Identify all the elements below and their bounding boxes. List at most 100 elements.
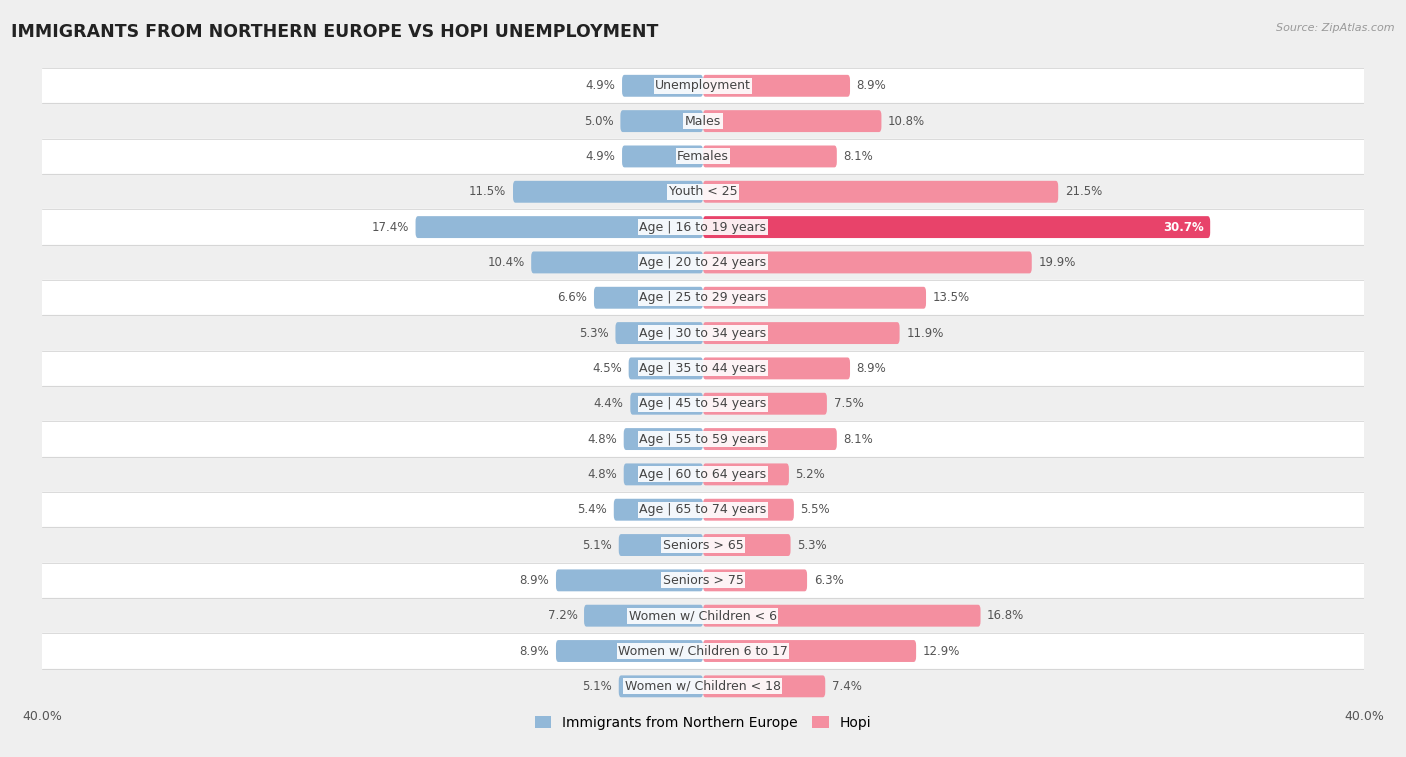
Bar: [42, 562, 1364, 598]
FancyBboxPatch shape: [555, 640, 703, 662]
Text: Women w/ Children 6 to 17: Women w/ Children 6 to 17: [619, 644, 787, 658]
Bar: [42, 174, 1364, 210]
Text: Seniors > 75: Seniors > 75: [662, 574, 744, 587]
FancyBboxPatch shape: [583, 605, 703, 627]
FancyBboxPatch shape: [703, 322, 900, 344]
FancyBboxPatch shape: [416, 217, 703, 238]
Text: 11.9%: 11.9%: [907, 326, 943, 340]
FancyBboxPatch shape: [703, 428, 837, 450]
Text: IMMIGRANTS FROM NORTHERN EUROPE VS HOPI UNEMPLOYMENT: IMMIGRANTS FROM NORTHERN EUROPE VS HOPI …: [11, 23, 658, 41]
Text: Age | 30 to 34 years: Age | 30 to 34 years: [640, 326, 766, 340]
FancyBboxPatch shape: [624, 428, 703, 450]
Text: 4.8%: 4.8%: [588, 468, 617, 481]
FancyBboxPatch shape: [621, 75, 703, 97]
Text: 5.4%: 5.4%: [578, 503, 607, 516]
Text: Age | 55 to 59 years: Age | 55 to 59 years: [640, 432, 766, 446]
FancyBboxPatch shape: [703, 534, 790, 556]
Bar: [42, 598, 1364, 634]
Bar: [42, 210, 1364, 245]
Bar: [42, 139, 1364, 174]
Text: Age | 16 to 19 years: Age | 16 to 19 years: [640, 220, 766, 234]
FancyBboxPatch shape: [630, 393, 703, 415]
Text: Unemployment: Unemployment: [655, 79, 751, 92]
Text: Age | 20 to 24 years: Age | 20 to 24 years: [640, 256, 766, 269]
FancyBboxPatch shape: [555, 569, 703, 591]
Text: Youth < 25: Youth < 25: [669, 185, 737, 198]
Text: 4.8%: 4.8%: [588, 432, 617, 446]
FancyBboxPatch shape: [703, 675, 825, 697]
FancyBboxPatch shape: [703, 287, 927, 309]
Text: Males: Males: [685, 114, 721, 128]
Text: 19.9%: 19.9%: [1039, 256, 1076, 269]
FancyBboxPatch shape: [703, 499, 794, 521]
Text: 8.9%: 8.9%: [856, 79, 886, 92]
Bar: [42, 316, 1364, 350]
Text: 5.1%: 5.1%: [582, 538, 612, 552]
FancyBboxPatch shape: [703, 640, 917, 662]
FancyBboxPatch shape: [703, 251, 1032, 273]
FancyBboxPatch shape: [620, 111, 703, 132]
FancyBboxPatch shape: [624, 463, 703, 485]
Text: 13.5%: 13.5%: [932, 291, 970, 304]
Text: Age | 35 to 44 years: Age | 35 to 44 years: [640, 362, 766, 375]
Text: 8.9%: 8.9%: [520, 644, 550, 658]
FancyBboxPatch shape: [703, 463, 789, 485]
FancyBboxPatch shape: [703, 181, 1059, 203]
Text: 4.9%: 4.9%: [585, 79, 616, 92]
FancyBboxPatch shape: [703, 75, 851, 97]
FancyBboxPatch shape: [619, 534, 703, 556]
Text: Seniors > 65: Seniors > 65: [662, 538, 744, 552]
Text: 30.7%: 30.7%: [1163, 220, 1204, 234]
FancyBboxPatch shape: [513, 181, 703, 203]
Bar: [42, 456, 1364, 492]
Text: 5.0%: 5.0%: [583, 114, 614, 128]
FancyBboxPatch shape: [703, 393, 827, 415]
FancyBboxPatch shape: [614, 499, 703, 521]
Bar: [42, 668, 1364, 704]
Text: 4.5%: 4.5%: [592, 362, 621, 375]
Text: 7.4%: 7.4%: [832, 680, 862, 693]
Text: Females: Females: [678, 150, 728, 163]
Bar: [42, 528, 1364, 562]
Text: 8.9%: 8.9%: [856, 362, 886, 375]
Text: 5.1%: 5.1%: [582, 680, 612, 693]
Text: 16.8%: 16.8%: [987, 609, 1025, 622]
Bar: [42, 634, 1364, 668]
Text: Age | 65 to 74 years: Age | 65 to 74 years: [640, 503, 766, 516]
FancyBboxPatch shape: [703, 111, 882, 132]
Text: 6.6%: 6.6%: [558, 291, 588, 304]
Bar: [42, 245, 1364, 280]
Text: 4.9%: 4.9%: [585, 150, 616, 163]
Text: 8.9%: 8.9%: [520, 574, 550, 587]
FancyBboxPatch shape: [616, 322, 703, 344]
Text: 4.4%: 4.4%: [593, 397, 624, 410]
Text: 10.4%: 10.4%: [488, 256, 524, 269]
Text: Women w/ Children < 6: Women w/ Children < 6: [628, 609, 778, 622]
Bar: [42, 104, 1364, 139]
Text: 5.2%: 5.2%: [796, 468, 825, 481]
Text: 12.9%: 12.9%: [922, 644, 960, 658]
Text: 17.4%: 17.4%: [371, 220, 409, 234]
Bar: [42, 386, 1364, 422]
Bar: [42, 350, 1364, 386]
Text: Women w/ Children < 18: Women w/ Children < 18: [626, 680, 780, 693]
Text: Source: ZipAtlas.com: Source: ZipAtlas.com: [1277, 23, 1395, 33]
FancyBboxPatch shape: [703, 357, 851, 379]
FancyBboxPatch shape: [703, 569, 807, 591]
FancyBboxPatch shape: [703, 145, 837, 167]
Text: 5.3%: 5.3%: [797, 538, 827, 552]
Text: 6.3%: 6.3%: [814, 574, 844, 587]
Bar: [42, 422, 1364, 456]
Text: 5.5%: 5.5%: [800, 503, 830, 516]
Bar: [42, 280, 1364, 316]
FancyBboxPatch shape: [703, 217, 1211, 238]
Text: Age | 60 to 64 years: Age | 60 to 64 years: [640, 468, 766, 481]
FancyBboxPatch shape: [628, 357, 703, 379]
Text: Age | 25 to 29 years: Age | 25 to 29 years: [640, 291, 766, 304]
Text: 8.1%: 8.1%: [844, 432, 873, 446]
Text: 11.5%: 11.5%: [470, 185, 506, 198]
FancyBboxPatch shape: [619, 675, 703, 697]
FancyBboxPatch shape: [703, 605, 980, 627]
FancyBboxPatch shape: [593, 287, 703, 309]
Bar: [42, 492, 1364, 528]
